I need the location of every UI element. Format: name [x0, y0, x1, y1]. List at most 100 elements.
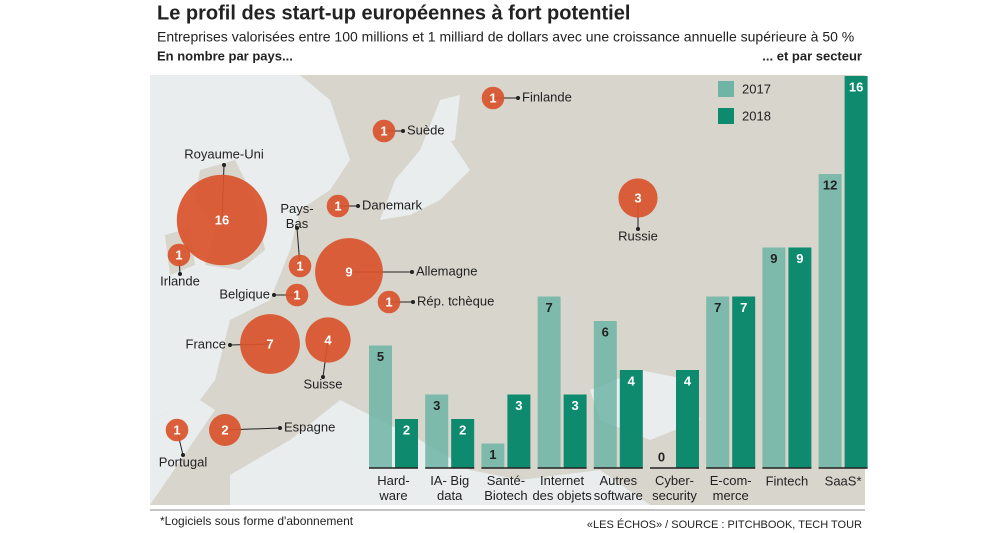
- bubble-label: 9: [345, 264, 352, 279]
- bar: [788, 247, 812, 468]
- legend-label: 2018: [742, 108, 771, 123]
- leader-dot: [278, 426, 282, 430]
- country-label: Belgique: [219, 286, 270, 301]
- leader-dot: [272, 293, 276, 297]
- bubble: [481, 86, 505, 110]
- bar: [537, 296, 561, 468]
- bar: [507, 394, 531, 468]
- value-label: 7: [740, 300, 747, 315]
- country-label: Espagne: [284, 419, 335, 434]
- value-label: 5: [377, 349, 384, 364]
- bubble-label: 1: [173, 422, 180, 437]
- bubble-label: 1: [385, 294, 392, 309]
- bar: [425, 394, 449, 468]
- bar: [732, 296, 756, 468]
- bar-subtitle: ... et par secteur: [762, 48, 862, 63]
- country-label: Suisse: [303, 376, 342, 391]
- value-label: 9: [770, 251, 777, 266]
- bar: [676, 370, 699, 468]
- bar: [395, 419, 418, 468]
- leader-dot: [295, 226, 299, 230]
- value-label: 0: [658, 449, 665, 464]
- bubble-label: 1: [334, 198, 341, 213]
- bubble: [240, 314, 300, 374]
- bubble-label: 1: [296, 258, 303, 273]
- bar: [706, 296, 730, 468]
- bubble-label: 1: [380, 123, 387, 138]
- category-label: SaaS*: [825, 473, 862, 488]
- value-label: 16: [849, 79, 863, 94]
- bar: [369, 345, 392, 468]
- leader-dot: [516, 96, 520, 100]
- title: Le profil des start-up européennes à for…: [157, 2, 630, 24]
- bubble: [176, 174, 268, 266]
- legend-swatch: [718, 81, 734, 97]
- value-label: 2: [459, 422, 466, 437]
- bubble: [315, 238, 383, 306]
- leader-dot: [178, 272, 182, 276]
- country-label: France: [186, 336, 226, 351]
- country-label: Russie: [618, 228, 658, 243]
- leader-dot: [228, 343, 232, 347]
- legend-swatch: [718, 108, 734, 124]
- bubble-label: 2: [221, 422, 228, 437]
- country-label: Portugal: [159, 454, 208, 469]
- value-label: 4: [684, 373, 692, 388]
- bubble-label: 1: [489, 90, 496, 105]
- bubble: [618, 178, 658, 218]
- bubble: [285, 283, 309, 307]
- bar: [619, 370, 643, 468]
- bubble-label: 3: [634, 190, 641, 205]
- bubble: [326, 194, 350, 218]
- bubble: [209, 414, 241, 446]
- bar: [762, 247, 786, 468]
- bubble-label: 7: [266, 336, 273, 351]
- country-label: Irlande: [160, 273, 200, 288]
- footnote: *Logiciels sous forme d'abonnement: [160, 514, 354, 528]
- bar: [844, 76, 868, 468]
- category-label: E-com-merce: [710, 473, 752, 503]
- bubble-label: 1: [293, 287, 300, 302]
- bar: [593, 321, 617, 468]
- subtitle: Entreprises valorisées entre 100 million…: [157, 29, 854, 45]
- value-label: 6: [602, 324, 609, 339]
- category-label: Cyber-security: [652, 473, 697, 503]
- leader-dot: [181, 453, 185, 457]
- bubble: [165, 418, 189, 442]
- category-label: Autres software: [594, 473, 643, 503]
- country-label: Rép. tchèque: [417, 293, 494, 308]
- bubble: [305, 317, 351, 363]
- value-label: 3: [515, 398, 522, 413]
- country-label: Allemagne: [416, 263, 477, 278]
- value-label: 3: [571, 398, 578, 413]
- category-label: Hard-ware: [377, 473, 410, 503]
- leader-dot: [321, 375, 325, 379]
- country-label: Danemark: [362, 197, 422, 212]
- category-label: Internet des objets: [532, 473, 592, 503]
- bar: [818, 174, 842, 468]
- value-label: 4: [628, 373, 636, 388]
- map-subtitle: En nombre par pays...: [157, 48, 293, 63]
- leader-dot: [401, 129, 405, 133]
- bubble-label: 16: [215, 212, 229, 227]
- bubble: [167, 243, 191, 267]
- source: «LES ÉCHOS» / SOURCE : PITCHBOOK, TECH T…: [587, 518, 862, 531]
- leader-dot: [222, 163, 226, 167]
- bar: [451, 419, 475, 468]
- bar: [481, 443, 505, 468]
- country-label: Finlande: [522, 89, 572, 104]
- value-label: 12: [823, 177, 837, 192]
- leader-dot: [411, 300, 415, 304]
- bubble: [288, 254, 312, 278]
- category-label: Santé-Biotech: [484, 473, 527, 503]
- bubble-label: 1: [175, 247, 182, 262]
- value-label: 7: [714, 300, 721, 315]
- value-label: 1: [489, 447, 496, 462]
- leader-dot: [636, 227, 640, 231]
- category-label: Fintech: [766, 473, 809, 488]
- category-label: IA- Big data: [430, 473, 469, 503]
- bubble-label: 4: [324, 332, 332, 347]
- leader-dot: [356, 204, 360, 208]
- value-label: 3: [433, 398, 440, 413]
- country-label: Pays-Bas: [280, 201, 313, 231]
